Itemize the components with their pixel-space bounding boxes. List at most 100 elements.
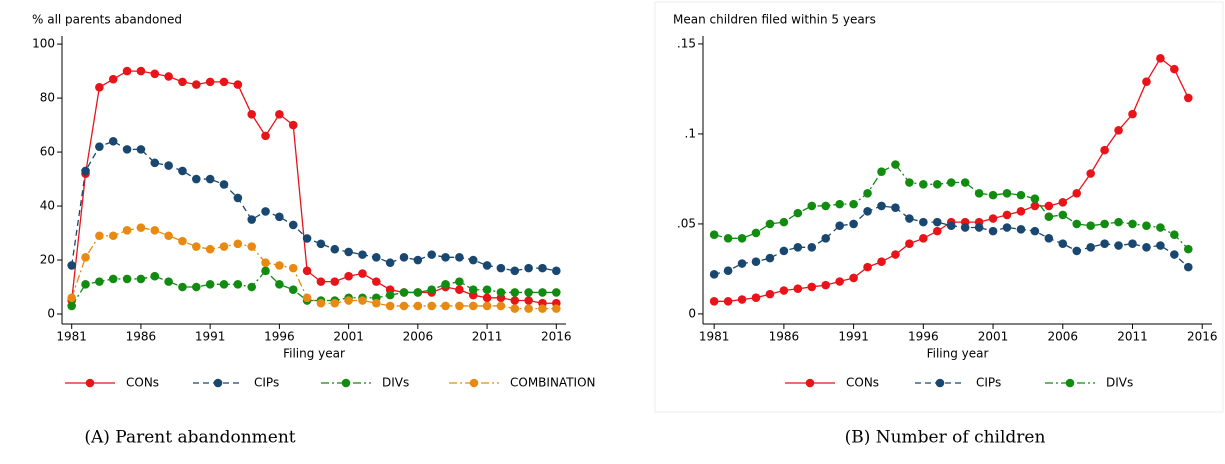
point <box>344 247 353 257</box>
y-tick-label: 60 <box>40 145 55 159</box>
point <box>510 266 520 276</box>
point <box>468 301 478 311</box>
point <box>863 262 872 272</box>
point <box>95 82 104 92</box>
x-tick-label: 1986 <box>126 330 157 344</box>
point <box>150 69 160 79</box>
point <box>946 221 956 231</box>
point <box>136 66 146 76</box>
point <box>821 280 831 290</box>
point <box>372 298 381 308</box>
legend-label: COMBINATION <box>510 376 596 390</box>
point <box>95 231 104 241</box>
point <box>316 277 326 286</box>
point <box>835 221 844 231</box>
point <box>1058 239 1068 249</box>
point <box>709 297 719 306</box>
point <box>510 296 520 305</box>
point <box>524 304 533 313</box>
point <box>1044 212 1054 222</box>
point <box>988 214 998 223</box>
point <box>1183 262 1193 272</box>
point <box>1044 201 1054 211</box>
point <box>108 274 118 284</box>
panel-border <box>654 1 1224 413</box>
x-tick-label: 1996 <box>908 330 939 344</box>
point <box>919 180 928 189</box>
x-tick-label: 2001 <box>333 330 364 344</box>
point <box>358 250 367 259</box>
point <box>1072 189 1082 198</box>
point <box>1183 244 1193 254</box>
point <box>1183 93 1193 103</box>
point <box>496 301 506 311</box>
point <box>67 301 76 311</box>
point <box>932 217 942 227</box>
point <box>441 280 450 289</box>
point <box>807 243 817 252</box>
point <box>427 250 436 259</box>
point <box>150 158 160 168</box>
point <box>1114 217 1123 227</box>
point <box>1016 225 1026 234</box>
point <box>1058 198 1068 207</box>
x-tick-label: 2006 <box>1048 330 1079 344</box>
point <box>455 301 464 311</box>
point <box>136 274 146 284</box>
point <box>482 301 492 311</box>
point <box>737 295 747 304</box>
legend-marker <box>1065 378 1075 388</box>
point <box>891 160 900 169</box>
point <box>877 167 886 177</box>
point <box>164 277 173 286</box>
point <box>974 189 984 198</box>
point <box>205 280 215 289</box>
point <box>821 234 831 243</box>
point <box>261 131 270 141</box>
point <box>932 180 942 189</box>
point <box>849 199 858 209</box>
point <box>261 258 270 268</box>
point <box>552 304 561 313</box>
point <box>330 244 340 254</box>
point <box>413 255 423 265</box>
point <box>793 208 803 218</box>
point <box>164 72 173 81</box>
point <box>1072 246 1082 256</box>
point <box>723 297 733 306</box>
point <box>849 273 858 283</box>
point <box>1086 169 1095 178</box>
point <box>779 217 789 227</box>
point <box>891 203 900 213</box>
point <box>95 277 104 286</box>
point <box>205 77 215 87</box>
point <box>385 290 395 300</box>
point <box>1072 219 1082 229</box>
series-line <box>71 70 557 304</box>
x-tick-label: 2011 <box>472 330 503 344</box>
x-tick-label: 1996 <box>264 330 295 344</box>
point <box>524 288 533 297</box>
point <box>1128 219 1137 229</box>
legend-label: CONs <box>126 376 159 390</box>
point <box>1170 230 1179 240</box>
point <box>765 219 775 229</box>
point <box>205 244 215 254</box>
point <box>482 261 492 270</box>
point <box>1086 243 1095 252</box>
point <box>1044 234 1054 243</box>
point <box>877 201 886 211</box>
point <box>233 280 243 289</box>
point <box>455 285 464 295</box>
point <box>385 258 395 268</box>
x-tick-label: 1986 <box>769 330 800 344</box>
point <box>919 234 928 243</box>
point <box>974 223 984 232</box>
point <box>275 109 284 119</box>
point <box>233 239 243 249</box>
caption: (B) Number of children <box>845 428 1046 448</box>
point <box>877 257 886 267</box>
point <box>108 136 118 146</box>
point <box>807 282 817 292</box>
